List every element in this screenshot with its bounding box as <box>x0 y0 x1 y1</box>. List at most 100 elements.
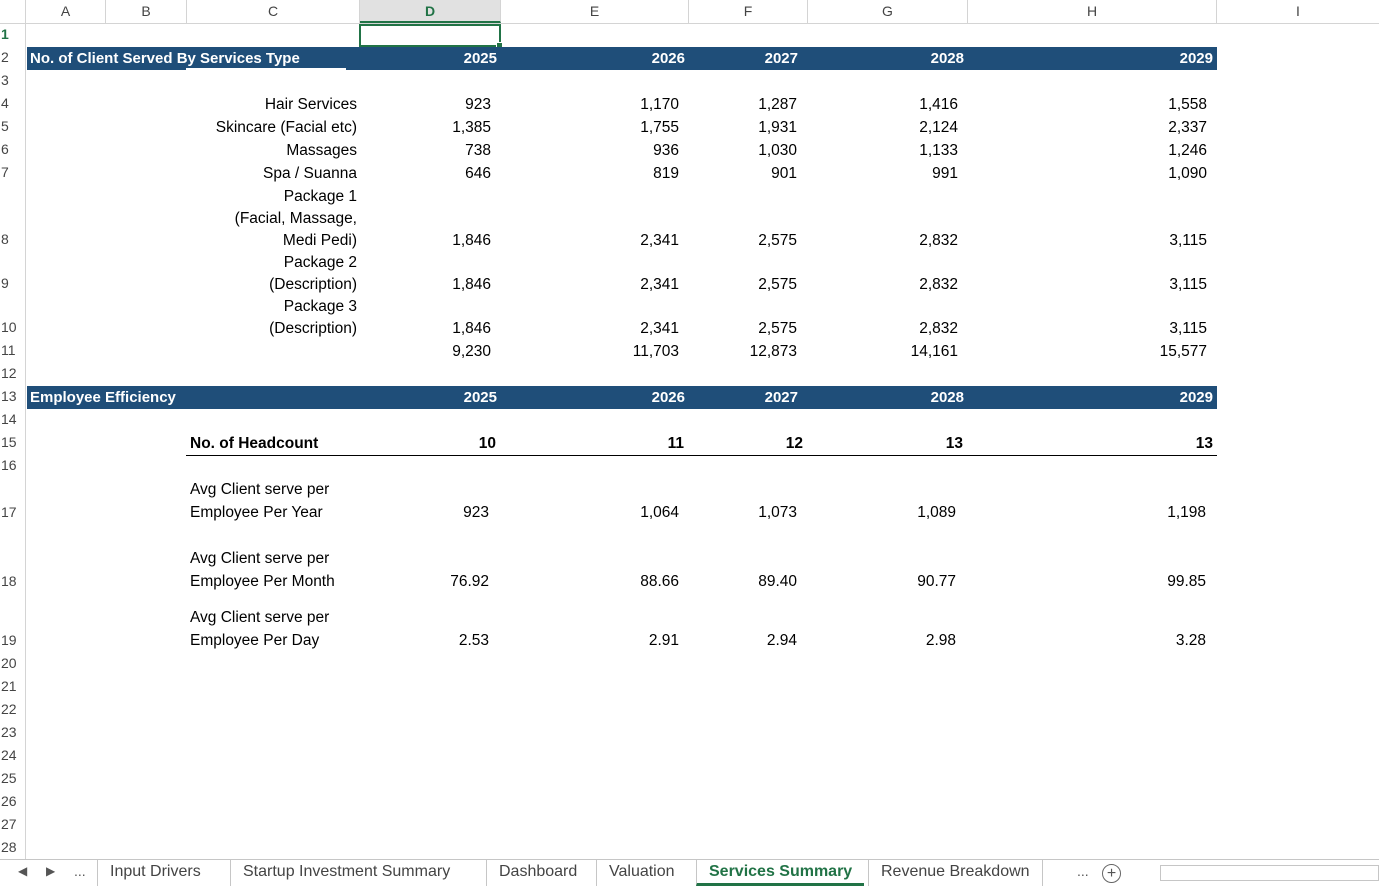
row-header[interactable]: 14 <box>1 411 17 427</box>
value-cell[interactable]: 1,030 <box>758 142 797 159</box>
value-cell[interactable]: 2,575 <box>758 320 797 337</box>
horizontal-scrollbar[interactable] <box>1160 865 1379 881</box>
metric-value[interactable]: 89.40 <box>758 573 797 590</box>
value-cell[interactable]: 936 <box>653 142 679 159</box>
row-header[interactable]: 19 <box>1 632 17 648</box>
value-cell[interactable]: 3,115 <box>1169 232 1207 249</box>
total-cell[interactable]: 11,703 <box>632 343 679 360</box>
column-header-g[interactable]: G <box>808 0 968 23</box>
value-cell[interactable]: 2,341 <box>640 320 679 337</box>
headcount-value[interactable]: 10 <box>478 435 496 452</box>
value-cell[interactable]: 1,170 <box>640 96 679 113</box>
headcount-value[interactable]: 11 <box>667 435 684 452</box>
active-cell-d1[interactable] <box>359 24 503 49</box>
row-header[interactable]: 27 <box>1 816 17 832</box>
row-header[interactable]: 21 <box>1 678 17 694</box>
total-cell[interactable]: 12,873 <box>749 343 797 360</box>
metric-value[interactable]: 76.92 <box>450 573 489 590</box>
total-cell[interactable]: 14,161 <box>910 343 958 360</box>
value-cell[interactable]: 2,124 <box>919 119 958 136</box>
value-cell[interactable]: 991 <box>932 165 958 182</box>
value-cell[interactable]: 1,558 <box>1168 96 1207 113</box>
row-header[interactable]: 9 <box>1 275 9 291</box>
row-header[interactable]: 5 <box>1 118 9 134</box>
tabs-more-left[interactable]: ... <box>74 863 86 879</box>
metric-value[interactable]: 2.53 <box>458 632 489 649</box>
row-header[interactable]: 12 <box>1 365 17 381</box>
value-cell[interactable]: 2,832 <box>919 320 958 337</box>
row-header[interactable]: 23 <box>1 724 17 740</box>
value-cell[interactable]: 2,341 <box>640 232 679 249</box>
total-cell[interactable]: 15,577 <box>1159 343 1207 360</box>
metric-value[interactable]: 1,198 <box>1167 504 1206 521</box>
total-cell[interactable]: 9,230 <box>452 343 491 360</box>
tab-revenue-breakdown[interactable]: Revenue Breakdown <box>868 860 1043 886</box>
metric-value[interactable]: 2.91 <box>648 632 679 649</box>
value-cell[interactable]: 923 <box>465 96 491 113</box>
tab-valuation[interactable]: Valuation <box>596 860 687 886</box>
metric-value[interactable]: 1,073 <box>758 504 797 521</box>
column-header-c[interactable]: C <box>187 0 360 23</box>
tabs-more-right[interactable]: ... <box>1077 863 1089 879</box>
column-header-h[interactable]: H <box>968 0 1217 23</box>
metric-value[interactable]: 88.66 <box>640 573 679 590</box>
value-cell[interactable]: 2,337 <box>1168 119 1207 136</box>
metric-value[interactable]: 90.77 <box>917 573 956 590</box>
row-header[interactable]: 7 <box>1 164 9 180</box>
metric-value[interactable]: 99.85 <box>1167 573 1206 590</box>
row-header[interactable]: 2 <box>1 49 9 65</box>
metric-value[interactable]: 2.94 <box>766 632 797 649</box>
row-header[interactable]: 22 <box>1 701 17 717</box>
row-header[interactable]: 26 <box>1 793 17 809</box>
value-cell[interactable]: 1,287 <box>758 96 797 113</box>
row-header[interactable]: 18 <box>1 573 17 589</box>
column-header-i[interactable]: I <box>1296 3 1300 19</box>
value-cell[interactable]: 1,755 <box>640 119 679 136</box>
value-cell[interactable]: 819 <box>653 165 679 182</box>
metric-value[interactable]: 923 <box>463 504 489 521</box>
tab-startup-investment-summary[interactable]: Startup Investment Summary <box>230 860 462 886</box>
value-cell[interactable]: 2,575 <box>758 232 797 249</box>
metric-value[interactable]: 1,089 <box>917 504 956 521</box>
headcount-value[interactable]: 13 <box>945 435 963 452</box>
value-cell[interactable]: 1,931 <box>758 119 797 136</box>
column-header-d[interactable]: D <box>360 0 501 23</box>
row-header[interactable]: 15 <box>1 434 17 450</box>
value-cell[interactable]: 2,832 <box>919 276 958 293</box>
column-header-b[interactable]: B <box>106 0 187 23</box>
row-header[interactable]: 13 <box>1 388 17 404</box>
value-cell[interactable]: 1,246 <box>1168 142 1207 159</box>
value-cell[interactable]: 1,846 <box>452 276 491 293</box>
row-header[interactable]: 10 <box>1 319 17 335</box>
row-header[interactable]: 1 <box>1 26 9 42</box>
value-cell[interactable]: 901 <box>771 165 797 182</box>
value-cell[interactable]: 1,846 <box>452 320 491 337</box>
row-header[interactable]: 20 <box>1 655 17 671</box>
row-header[interactable]: 25 <box>1 770 17 786</box>
metric-value[interactable]: 2.98 <box>925 632 956 649</box>
tab-input-drivers[interactable]: Input Drivers <box>97 860 213 886</box>
headcount-value[interactable]: 13 <box>1195 435 1213 452</box>
scroll-right-icon[interactable]: ▶ <box>46 864 56 878</box>
value-cell[interactable]: 1,090 <box>1168 165 1207 182</box>
value-cell[interactable]: 646 <box>465 165 491 182</box>
row-header[interactable]: 4 <box>1 95 9 111</box>
value-cell[interactable]: 1,416 <box>919 96 958 113</box>
row-header[interactable]: 24 <box>1 747 17 763</box>
add-sheet-icon[interactable]: + <box>1102 864 1121 883</box>
row-header[interactable]: 3 <box>1 72 9 88</box>
row-header[interactable]: 8 <box>1 231 9 247</box>
row-header[interactable]: 11 <box>1 342 16 358</box>
tab-services-summary[interactable]: Services Summary <box>696 860 865 886</box>
value-cell[interactable]: 3,115 <box>1169 320 1207 337</box>
column-header-a[interactable]: A <box>26 0 106 23</box>
select-all-corner[interactable] <box>0 0 26 23</box>
value-cell[interactable]: 738 <box>465 142 491 159</box>
value-cell[interactable]: 1,133 <box>919 142 958 159</box>
row-header[interactable]: 16 <box>1 457 17 473</box>
row-header[interactable]: 17 <box>1 504 17 520</box>
row-header[interactable]: 6 <box>1 141 9 157</box>
value-cell[interactable]: 2,832 <box>919 232 958 249</box>
headcount-value[interactable]: 12 <box>785 435 803 452</box>
column-header-e[interactable]: E <box>501 0 689 23</box>
